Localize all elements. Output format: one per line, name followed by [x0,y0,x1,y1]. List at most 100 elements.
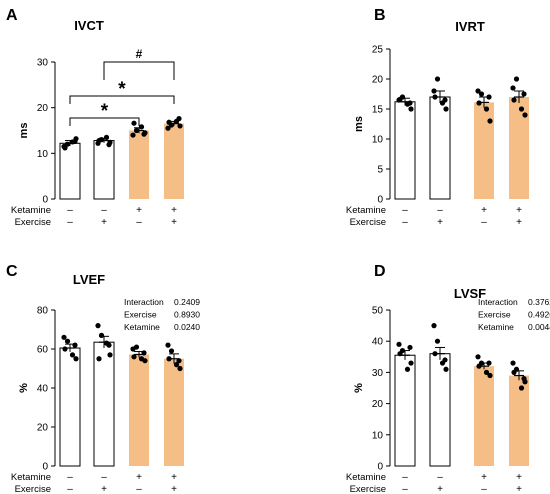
panel-title: IVRT [455,19,485,34]
bar [59,347,81,467]
data-point [165,125,171,131]
condition-label-ketamine: Ketamine [346,472,386,483]
y-tick-label: 10 [372,135,384,146]
bar [129,130,149,199]
data-point [166,119,172,125]
y-tick-label: 10 [37,149,49,160]
condition-sign: – [481,484,487,494]
data-point [486,94,492,100]
condition-label-exercise: Exercise [15,217,51,228]
stats-value: 0.8930 [174,310,200,320]
condition-sign: + [516,205,522,216]
condition-sign: + [101,217,107,228]
data-point [64,141,71,147]
y-axis-label: ms [353,116,365,132]
condition-sign: + [171,472,177,483]
data-point [513,76,520,82]
condition-label-ketamine: Ketamine [11,205,51,216]
data-point [106,342,112,348]
data-point [408,106,414,112]
bar [509,97,529,199]
y-tick-label: 20 [37,103,49,114]
condition-label-exercise: Exercise [15,484,51,494]
panel-letter: D [374,263,386,280]
data-point [166,356,172,362]
data-point [61,334,67,340]
condition-sign: – [402,484,408,494]
condition-sign: – [101,472,107,483]
data-point [434,76,441,82]
data-point [475,354,481,360]
data-point [142,358,148,364]
stats-value: 0.3762 [528,297,550,307]
stats-label: Interaction [124,297,164,307]
data-point [138,124,145,130]
data-point [408,360,414,366]
data-point [483,106,490,112]
data-point [72,138,78,145]
bar [93,140,115,200]
y-tick-label: 20 [372,399,384,410]
bar [394,101,416,200]
y-tick-label: 15 [372,105,384,116]
data-point [106,142,112,148]
data-point [176,358,182,364]
data-point [511,369,517,375]
data-point [443,366,449,372]
stats-value: 0.0240 [174,322,200,332]
data-point [518,385,525,391]
y-axis-label: % [353,383,365,393]
condition-sign: + [136,472,142,483]
data-point [168,348,175,354]
data-point [141,131,147,137]
condition-sign: – [437,472,443,483]
condition-sign: – [67,484,73,494]
condition-sign: – [101,205,107,216]
data-point [518,106,525,112]
y-tick-label: 25 [372,45,384,56]
data-point [510,360,516,366]
condition-sign: – [136,484,142,494]
y-tick-label: 10 [372,430,384,441]
condition-sign: + [136,205,142,216]
data-point [407,344,413,351]
data-point [487,118,493,124]
data-point [62,145,68,151]
bar [164,123,184,199]
data-point [486,360,492,366]
y-tick-label: 5 [377,165,383,176]
significance-mark: # [136,47,143,61]
data-point [95,323,101,329]
data-point [130,132,136,138]
data-point [443,106,449,112]
y-tick-label: 20 [37,423,49,434]
condition-sign: – [136,217,142,228]
significance-mark: * [101,101,109,122]
stats-label: Exercise [478,310,511,320]
panel-title: LVSF [454,286,486,301]
condition-sign: – [402,205,408,216]
y-tick-label: 40 [372,337,384,348]
condition-sign: – [437,205,443,216]
condition-sign: + [171,217,177,228]
panel-title: IVCT [74,18,104,33]
condition-sign: – [481,217,487,228]
condition-sign: – [67,205,73,216]
data-point [431,323,437,329]
bar [164,358,184,466]
y-tick-label: 0 [377,462,383,473]
data-point [107,352,113,358]
data-point [442,357,448,363]
data-point [397,96,403,102]
stats-value: 0.0044 [528,322,550,332]
data-point [432,94,438,100]
data-point [476,363,482,369]
condition-sign: + [516,472,522,483]
condition-sign: + [481,472,487,483]
data-point [177,365,183,372]
condition-sign: + [516,217,522,228]
condition-sign: + [171,205,177,216]
